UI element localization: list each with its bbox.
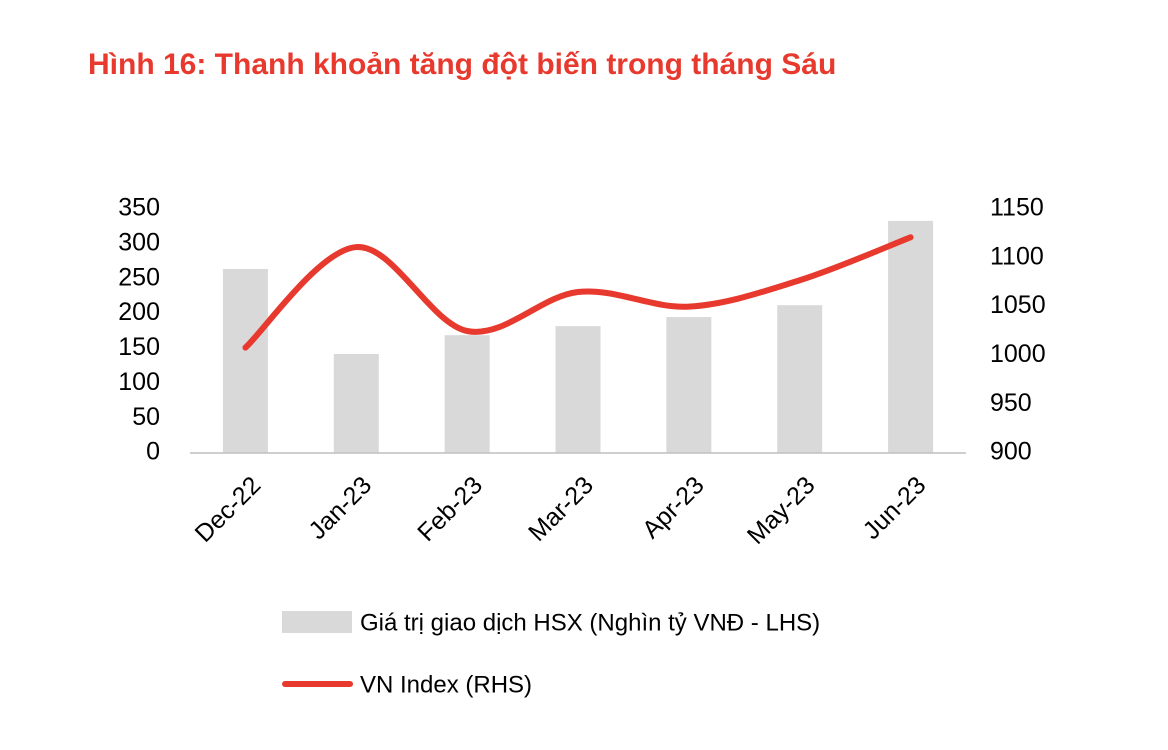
bar [666,317,712,453]
bar [444,335,490,453]
y2-tick-label: 900 [990,438,1032,466]
y-tick-label: 300 [118,228,160,256]
bar [222,268,268,453]
line [242,234,914,351]
y-tick-label: 150 [118,333,160,361]
x-tick-label: Apr-23 [637,471,710,544]
legend-swatch [282,611,352,633]
bar [777,305,823,453]
x-tick-label: Mar-23 [523,471,599,547]
legend-label: Giá trị giao dịch HSX (Nghìn tỷ VNĐ - LH… [360,609,820,636]
x-tick-label: Dec-22 [190,471,267,548]
x-tick-label: Jun-23 [858,471,932,545]
x-tick-label: May-23 [742,471,821,550]
x-tick-label: Jan-23 [303,471,377,545]
y2-tick-label: 1100 [990,242,1044,270]
y-tick-label: 250 [118,263,160,291]
y-tick-label: 50 [132,403,160,431]
bar [555,326,601,453]
y2-tick-label: 1000 [990,340,1046,368]
bar [888,220,934,453]
y2-tick-label: 1150 [990,194,1044,222]
y-tick-label: 200 [118,298,160,326]
bar [333,354,379,453]
y-tick-label: 0 [146,438,160,466]
y2-tick-label: 1050 [990,291,1046,319]
y2-tick-label: 950 [990,389,1032,417]
x-tick-label: Feb-23 [412,471,488,547]
y-tick-label: 100 [118,368,160,396]
chart-title: Hình 16: Thanh khoản tăng đột biến trong… [88,48,836,81]
y-tick-label: 350 [118,194,160,222]
legend-label: VN Index (RHS) [360,671,532,698]
